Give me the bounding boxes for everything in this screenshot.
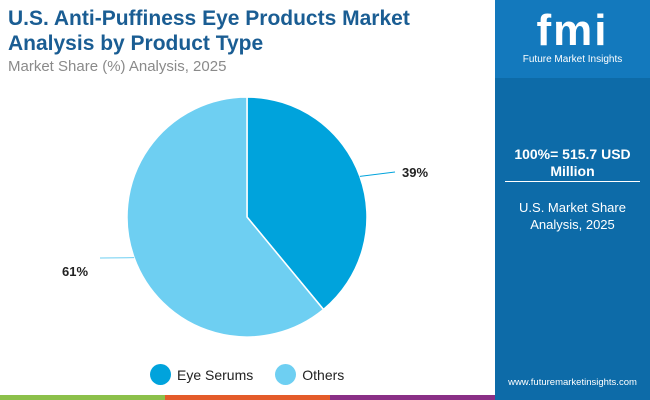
market-share-caption: U.S. Market Share Analysis, 2025: [519, 200, 626, 232]
pie-chart: [99, 96, 396, 338]
website-link[interactable]: www.futuremarketinsights.com: [508, 377, 637, 388]
leader-line: [359, 171, 396, 177]
legend-label-eye-serums: Eye Serums: [177, 366, 254, 383]
chart-subtitle: Market Share (%) Analysis, 2025: [8, 58, 227, 75]
legend-swatch-others: [275, 364, 297, 385]
info-panel: fmi Future Market Insights 100%= 515.7 U…: [495, 0, 650, 400]
accent-bar-purple: [330, 395, 495, 400]
fmi-logo: fmi Future Market Insights: [495, 0, 650, 78]
data-label-others: 61%: [62, 264, 89, 279]
total-market-value: 100%= 515.7 USD Million: [514, 146, 631, 179]
chart-title: U.S. Anti-Puffiness Eye Products Market …: [8, 7, 410, 55]
data-label-eye-serums: 39%: [402, 165, 429, 180]
divider: [505, 181, 640, 182]
pie-slice-eye-serums: [246, 96, 368, 311]
accent-bar-orange: [165, 395, 330, 400]
legend-swatch-eye-serums: [150, 364, 171, 385]
legend-label-others: Others: [302, 366, 345, 383]
accent-bar-green: [0, 395, 165, 400]
pie-slice-others: [126, 96, 325, 338]
legend: Eye Serums Others: [150, 364, 344, 385]
